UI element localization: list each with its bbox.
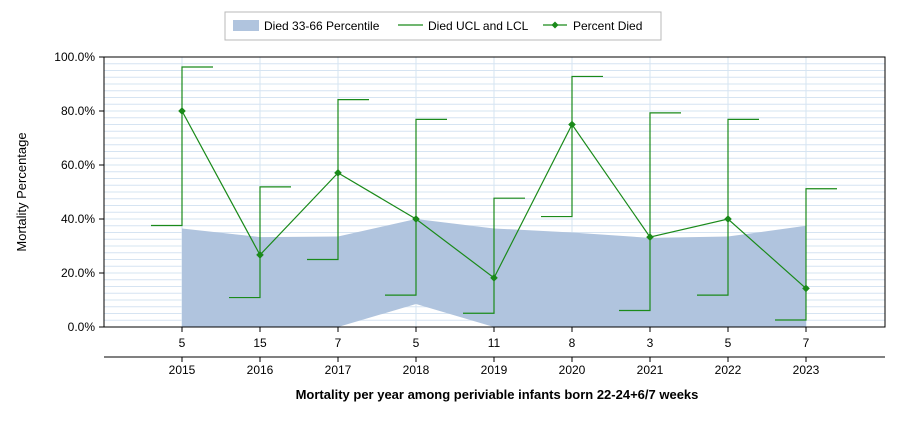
control-limit-2017 <box>307 99 369 261</box>
year-label: 2021 <box>637 363 664 377</box>
year-label: 2023 <box>793 363 820 377</box>
year-label: 2017 <box>325 363 352 377</box>
year-label: 2016 <box>247 363 274 377</box>
year-label: 2018 <box>403 363 430 377</box>
legend-box <box>224 11 662 41</box>
count-label: 3 <box>647 336 654 350</box>
y-tick-label: 80.0% <box>61 104 95 118</box>
count-label: 15 <box>253 336 267 350</box>
percent-died-series <box>178 107 810 293</box>
legend-label-percent: Percent Died <box>573 19 642 33</box>
x-axis-title: Mortality per year among periviable infa… <box>296 387 699 402</box>
year-label: 2020 <box>559 363 586 377</box>
control-limit-2016 <box>229 186 291 299</box>
y-tick-label: 40.0% <box>61 212 95 226</box>
legend-swatch-percent-marker <box>551 21 559 29</box>
legend-swatch-percentile <box>233 20 259 31</box>
legend-label-limits: Died UCL and LCL <box>428 19 529 33</box>
y-tick-label: 20.0% <box>61 266 95 280</box>
y-tick-label: 100.0% <box>54 50 95 64</box>
x-axis: 5 2015 15 2016 7 2017 5 2018 11 2019 8 2020 3 2021 5 20… <box>169 327 820 377</box>
control-limit-2021 <box>619 112 681 312</box>
y-axis-title: Mortality Percentage <box>14 132 29 251</box>
percent-died-marker-2020 <box>568 120 576 129</box>
percent-died-marker-2019 <box>490 274 498 282</box>
year-label: 2019 <box>481 363 508 377</box>
count-label: 7 <box>803 336 810 350</box>
y-axis: 0.0% 20.0% 40.0% 60.0% 80.0% 100.0% <box>54 50 104 334</box>
count-label: 11 <box>488 336 501 350</box>
control-limit-2022 <box>697 118 759 296</box>
percent-died-marker-2021 <box>646 233 654 241</box>
control-limit-2018 <box>385 118 447 296</box>
control-limit-2015 <box>151 66 213 227</box>
percent-died-marker-2017 <box>334 169 342 177</box>
year-label: 2015 <box>169 363 196 377</box>
percent-died-marker-2022 <box>724 215 732 223</box>
control-limit-2019 <box>463 197 525 314</box>
count-label: 5 <box>179 336 186 350</box>
legend: Died 33-66 Percentile Died UCL and LCL P… <box>224 11 662 41</box>
control-limit-2020 <box>541 75 603 218</box>
count-label: 7 <box>335 336 342 350</box>
y-tick-label: 60.0% <box>61 158 95 172</box>
percent-died-marker-2016 <box>256 251 264 259</box>
count-label: 5 <box>413 336 420 350</box>
y-tick-label: 0.0% <box>68 320 96 334</box>
control-limit-2023 <box>775 188 837 321</box>
year-label: 2022 <box>715 363 742 377</box>
legend-label-percentile: Died 33-66 Percentile <box>264 19 380 33</box>
percent-died-marker-2018 <box>412 215 420 223</box>
percent-died-marker-2023 <box>802 284 810 293</box>
count-label: 5 <box>725 336 732 350</box>
count-label: 8 <box>569 336 576 350</box>
control-limits <box>151 66 837 321</box>
percent-died-marker-2015 <box>178 107 186 115</box>
